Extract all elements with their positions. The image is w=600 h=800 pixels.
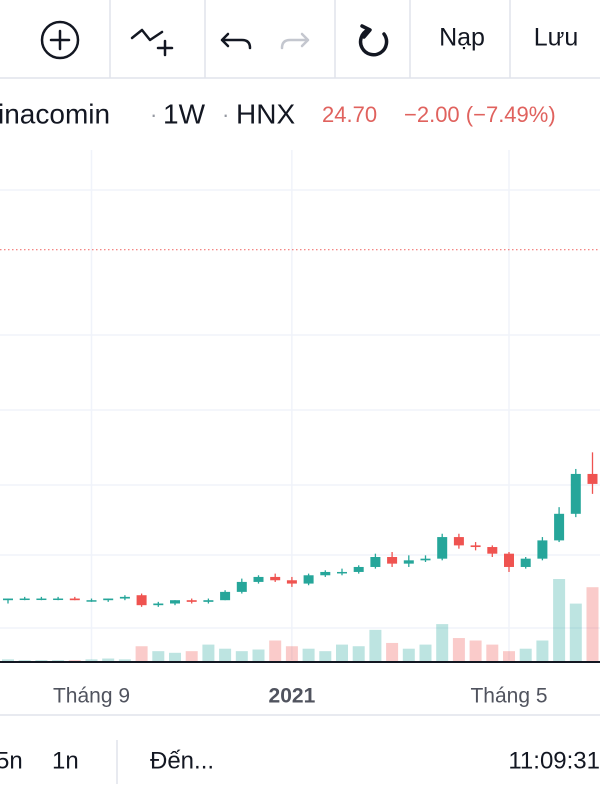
volume-bar	[469, 640, 482, 661]
volume-bar	[536, 640, 549, 661]
candle-body	[103, 598, 114, 601]
volume-bar	[386, 642, 399, 661]
candle-body	[36, 598, 47, 601]
volume-bar	[102, 658, 115, 661]
symbol-name: inacomin	[0, 98, 110, 129]
candle-body	[286, 580, 297, 584]
candle-body	[353, 566, 364, 572]
volume-bar	[118, 659, 131, 661]
volume-bar	[402, 648, 415, 661]
range-5y[interactable]: 5n	[0, 747, 23, 774]
volume-bar	[369, 629, 382, 661]
volume-bar	[52, 660, 65, 661]
volume-bar	[85, 659, 98, 661]
volume-bar	[519, 648, 532, 661]
price-change: −2.00 (−7.49%)	[404, 102, 556, 127]
candle-body	[170, 600, 180, 604]
volume-bar	[185, 651, 198, 661]
last-price: 24.70	[322, 102, 377, 127]
volume-bar	[486, 644, 499, 661]
goto-button[interactable]: Đến...	[150, 747, 214, 774]
volume-bar	[452, 638, 465, 661]
candle-body	[303, 575, 314, 584]
x-tick-label: Tháng 9	[53, 685, 130, 708]
candle-body	[537, 540, 548, 559]
candle-body	[370, 557, 381, 567]
volume-bar	[2, 659, 14, 661]
range-1y[interactable]: 1n	[52, 747, 79, 774]
chart	[0, 150, 600, 661]
volume-bar	[152, 651, 165, 661]
candle-body	[437, 537, 448, 559]
candle-body	[220, 591, 231, 601]
volume-bar	[219, 648, 232, 661]
candle-body	[86, 600, 97, 602]
candle-body	[337, 571, 347, 574]
volume-bar	[169, 652, 181, 661]
save-button[interactable]: Lưu	[534, 24, 579, 52]
volume-bar	[269, 640, 282, 661]
candle-body	[320, 571, 331, 576]
candle-body	[19, 598, 30, 601]
candle-body	[453, 537, 464, 546]
volume-bar	[235, 651, 248, 661]
volume-bar	[569, 603, 582, 661]
separator: ·	[150, 102, 157, 127]
candle-body	[570, 473, 581, 514]
candle-body	[520, 558, 531, 567]
volume-bar	[586, 587, 599, 661]
candle-body	[69, 598, 80, 601]
candle-body	[53, 598, 64, 601]
volume-bar	[336, 644, 348, 661]
candle-body	[470, 545, 481, 548]
candle-body	[487, 547, 498, 554]
volume-bar	[302, 648, 315, 661]
candle-body	[203, 600, 214, 602]
x-tick-label: Tháng 5	[470, 685, 547, 708]
volume-bar	[68, 660, 81, 661]
volume-bar	[419, 644, 432, 661]
volume-bar	[352, 646, 365, 661]
volume-bar	[202, 644, 215, 661]
redo-button[interactable]	[280, 32, 310, 50]
candle-body	[153, 603, 164, 606]
volume-bar	[135, 646, 148, 661]
candle-body	[253, 576, 264, 582]
x-tick-label: 2021	[269, 685, 316, 708]
candle-body	[3, 598, 13, 601]
candle-body	[270, 576, 281, 581]
volume-bar	[285, 646, 298, 661]
add-button[interactable]	[40, 20, 80, 60]
candle-body	[587, 473, 598, 484]
candle-body	[554, 513, 565, 541]
exchange: HNX	[236, 98, 295, 129]
candle-body	[403, 560, 414, 564]
volume-bar	[252, 649, 265, 661]
volume-bar	[553, 579, 566, 661]
candle-body	[136, 595, 147, 606]
clock: 11:09:31	[508, 747, 600, 774]
volume-bar	[436, 624, 449, 661]
reload-button[interactable]	[358, 24, 389, 57]
candle-body	[420, 558, 431, 561]
volume-bar	[503, 651, 515, 661]
candle-body	[119, 596, 130, 599]
separator: ·	[222, 102, 229, 127]
volume-bar	[18, 660, 31, 661]
candle-body	[186, 600, 197, 602]
toolbar	[0, 0, 600, 79]
interval: 1W	[163, 98, 206, 129]
volume-bar	[35, 660, 48, 661]
load-button[interactable]: Nạp	[439, 24, 485, 52]
indicator-button[interactable]	[130, 28, 174, 57]
candle-body	[236, 581, 247, 592]
volume-bar	[319, 651, 332, 661]
undo-button[interactable]	[220, 32, 252, 50]
candle-body	[504, 553, 514, 567]
candle-body	[387, 557, 398, 564]
